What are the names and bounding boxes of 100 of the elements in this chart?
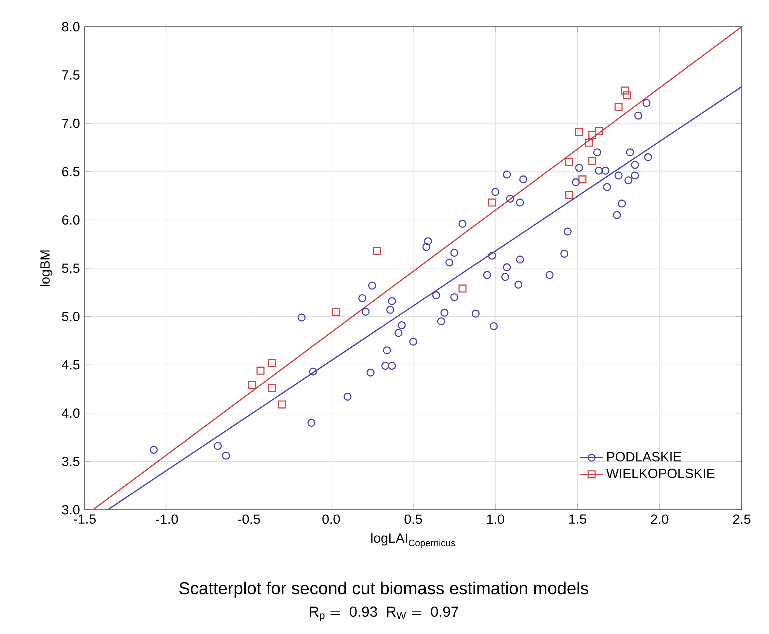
- text: $\mathrm{R}_{\mathrm{p}}\mathrm{\ =\ 0.93\ \ R}_{\mathrm{W}}\mathrm{\ =\ 0.97}$: [310, 606, 458, 622]
- point: [642, 99, 651, 108]
- x-tick-label: 0.5: [404, 514, 422, 524]
- point: [575, 164, 584, 172]
- point: [424, 237, 432, 246]
- y-tick-label: 5.5: [62, 264, 80, 274]
- point: [613, 211, 622, 220]
- point: [278, 400, 286, 409]
- point: [603, 183, 612, 192]
- x-tick-label: 2.5: [733, 514, 751, 524]
- point: [595, 127, 604, 136]
- x-tick-label: -0.5: [238, 514, 260, 524]
- point: [588, 157, 597, 166]
- point: [634, 112, 643, 120]
- point: [624, 176, 633, 185]
- y-tick-label: 8.0: [62, 22, 80, 32]
- y-tick-label: 7.0: [62, 118, 80, 128]
- y-tick-label: 4.5: [62, 360, 80, 370]
- point: [631, 172, 640, 180]
- point: [566, 191, 574, 200]
- point: [520, 176, 528, 184]
- point: [588, 131, 597, 140]
- x-tick-label: 1.5: [570, 514, 586, 524]
- point: [214, 442, 222, 450]
- y-tick-label: 6.5: [62, 167, 80, 177]
- point: [308, 419, 316, 428]
- x-tick-label: 1.0: [487, 514, 504, 524]
- point: [309, 368, 318, 376]
- y-tick-label: 7.5: [62, 70, 80, 80]
- legend-label: WIELKOPOLSKIE: [606, 468, 715, 478]
- point: [332, 308, 340, 316]
- point: [644, 153, 652, 162]
- point: [388, 362, 396, 370]
- y-axis-title: logBM: [40, 250, 53, 286]
- point: [621, 86, 630, 95]
- point: [575, 128, 584, 136]
- point: [458, 284, 467, 293]
- point: [383, 346, 392, 355]
- point: [572, 178, 580, 187]
- x-tick-label: 2.0: [651, 514, 669, 524]
- point: [483, 271, 492, 280]
- y-tick-label: 4.0: [62, 408, 80, 418]
- text: Scatterplot for second cut biomass estimation models: [180, 582, 589, 598]
- point: [398, 321, 406, 330]
- point: [437, 318, 446, 326]
- point: [566, 158, 574, 166]
- point: [631, 161, 640, 170]
- point: [344, 392, 352, 401]
- point: [602, 166, 610, 175]
- point: [373, 247, 382, 256]
- point: [546, 271, 554, 280]
- point: [248, 381, 257, 390]
- point: [394, 329, 403, 338]
- point: [368, 282, 376, 290]
- point: [503, 264, 512, 272]
- point: [490, 322, 498, 330]
- point: [298, 314, 306, 322]
- point: [614, 103, 623, 112]
- point: [614, 172, 623, 180]
- x-axis-title: $\mathrm{logLAI}_{\mathrm{Copernicus}}$: [372, 533, 456, 548]
- point: [358, 294, 367, 302]
- point: [516, 256, 524, 264]
- point: [593, 148, 602, 157]
- y-tick-label: 6.0: [62, 215, 80, 225]
- point: [488, 198, 496, 207]
- point: [488, 252, 496, 260]
- legend-label: PODLASKIE: [608, 452, 682, 462]
- point: [386, 306, 395, 314]
- y-tick-label: 3.0: [62, 505, 80, 515]
- point: [623, 92, 632, 100]
- point: [564, 228, 572, 236]
- point: [410, 338, 418, 346]
- point: [578, 176, 587, 184]
- point: [388, 297, 396, 306]
- point: [450, 293, 459, 302]
- y-tick-label: 5.0: [62, 312, 80, 322]
- point: [618, 200, 626, 208]
- y-tick-label: 3.5: [62, 456, 80, 466]
- point: [514, 280, 523, 289]
- point: [450, 249, 459, 258]
- point: [560, 250, 569, 258]
- point: [503, 170, 512, 179]
- point: [585, 138, 594, 147]
- point: [458, 220, 467, 228]
- point: [222, 452, 230, 460]
- point: [626, 148, 634, 157]
- point: [432, 292, 440, 300]
- point: [492, 188, 500, 196]
- point: [268, 384, 276, 392]
- point: [382, 362, 390, 370]
- point: [268, 359, 276, 368]
- point: [440, 308, 449, 317]
- point: [256, 366, 265, 375]
- point: [506, 194, 514, 203]
- point: [150, 446, 158, 454]
- x-tick-label: 0.0: [322, 514, 340, 524]
- point: [501, 273, 510, 282]
- point: [446, 258, 454, 267]
- point: [366, 368, 375, 377]
- x-tick-label: -1.0: [156, 514, 178, 524]
